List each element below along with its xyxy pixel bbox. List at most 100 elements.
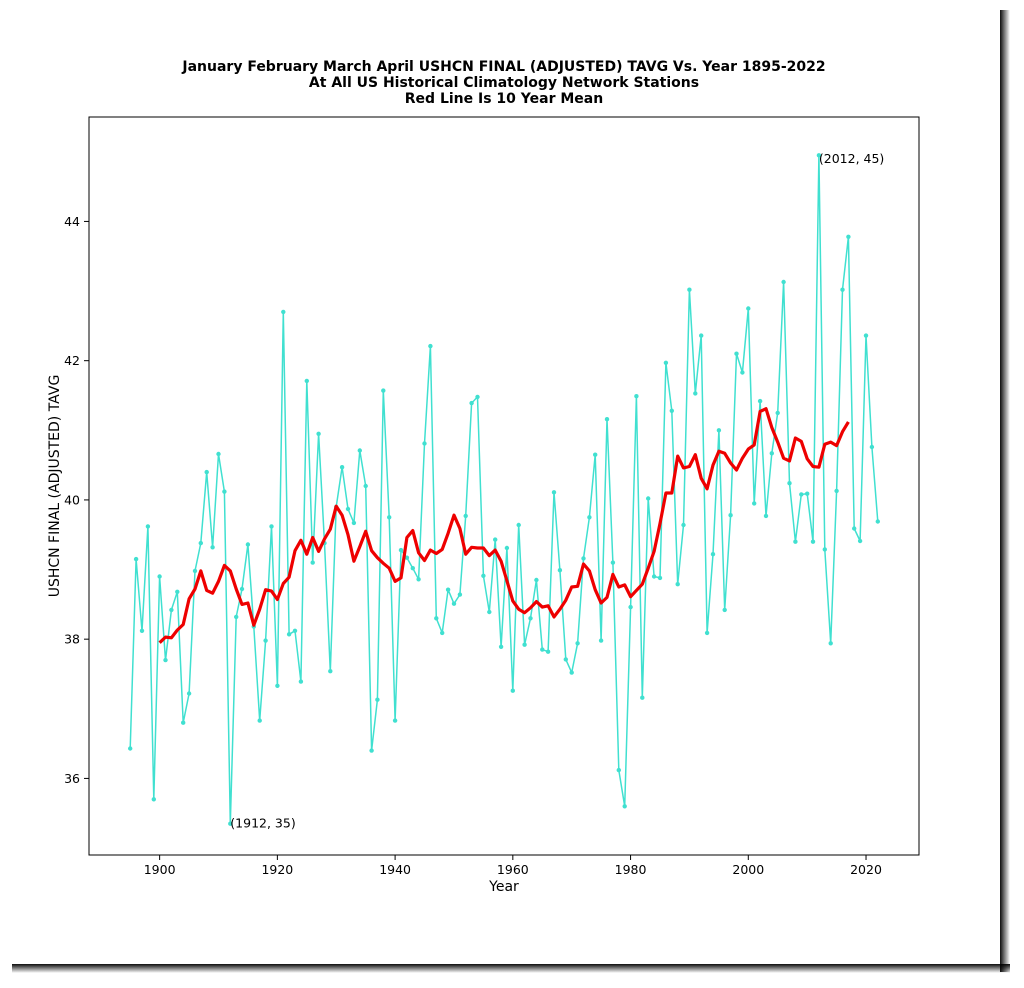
annual-point xyxy=(510,688,515,693)
annual-point xyxy=(369,748,374,753)
annual-point xyxy=(216,451,221,457)
annual-series-line xyxy=(129,154,879,825)
annual-point xyxy=(445,587,451,592)
annual-point xyxy=(451,601,457,606)
annual-point xyxy=(651,574,657,579)
annual-point xyxy=(828,641,833,646)
annual-point xyxy=(563,657,568,662)
annotation-label: (2012, 45) xyxy=(819,151,884,166)
annual-point xyxy=(752,501,757,506)
annual-point xyxy=(793,539,798,544)
annual-point xyxy=(675,582,680,587)
annual-point xyxy=(145,524,151,529)
annual-point xyxy=(799,492,804,497)
frame-shadow-right xyxy=(1000,10,1010,972)
annual-point xyxy=(657,575,663,581)
annual-point xyxy=(663,360,669,365)
annual-point xyxy=(363,483,368,489)
annual-series xyxy=(128,153,880,826)
annual-point xyxy=(210,545,215,550)
annotations: (1912, 35) (2012, 45) xyxy=(230,151,884,831)
annual-point xyxy=(810,539,816,544)
annual-point xyxy=(528,616,533,621)
annual-point xyxy=(128,746,133,751)
annual-point xyxy=(375,697,380,702)
annual-point xyxy=(404,555,410,560)
annual-point xyxy=(434,616,439,621)
annual-point xyxy=(534,577,539,583)
annual-point xyxy=(722,607,727,613)
annual-point xyxy=(781,279,786,285)
annual-point xyxy=(493,537,498,542)
annual-point xyxy=(398,547,404,553)
annual-point xyxy=(769,451,774,456)
annual-point xyxy=(622,804,627,809)
annual-point xyxy=(852,526,857,531)
annual-point xyxy=(181,720,186,725)
annual-point xyxy=(133,556,139,562)
y-axis-label: USHCN FINAL (ADJUSTED) TAVG xyxy=(47,375,63,598)
annual-point xyxy=(616,767,621,773)
title-line-3: Red Line Is 10 Year Mean xyxy=(405,91,603,107)
x-tick-label: 2020 xyxy=(850,862,882,877)
annual-point xyxy=(704,630,710,636)
x-tick-label: 2000 xyxy=(732,862,764,877)
annual-point xyxy=(869,444,875,450)
annual-point xyxy=(545,649,551,654)
annual-point xyxy=(740,370,745,375)
frame-shadow-bottom xyxy=(12,964,1010,973)
annual-point xyxy=(163,657,168,663)
annual-point xyxy=(339,465,345,470)
annual-point xyxy=(716,428,722,433)
annual-point xyxy=(186,691,192,696)
annual-point xyxy=(204,469,209,475)
annual-point xyxy=(175,589,180,594)
annual-point xyxy=(316,431,321,436)
annual-point xyxy=(834,488,839,494)
annual-point xyxy=(610,560,616,565)
annual-point xyxy=(310,560,315,565)
x-tick-label: 1940 xyxy=(379,862,411,877)
annual-point xyxy=(440,630,445,636)
annual-point xyxy=(628,604,633,610)
annual-point xyxy=(387,515,392,520)
annual-point xyxy=(710,552,716,557)
annual-point xyxy=(428,343,433,349)
x-axis-ticks: 1900 1920 1940 1960 1980 2000 2020 xyxy=(144,855,882,877)
annual-point xyxy=(634,394,639,399)
annual-point xyxy=(728,513,733,518)
annual-point xyxy=(840,287,845,292)
annual-point xyxy=(640,695,645,700)
annual-point xyxy=(139,628,145,633)
y-axis-ticks: 36 38 40 42 44 xyxy=(64,214,89,786)
annual-point xyxy=(487,609,492,615)
annual-point xyxy=(775,410,780,416)
annual-point xyxy=(504,545,510,551)
x-tick-label: 1960 xyxy=(497,862,529,877)
y-tick-label: 36 xyxy=(64,771,80,786)
annual-point xyxy=(593,452,598,457)
plot-area xyxy=(88,116,920,856)
annual-point xyxy=(875,519,880,524)
annual-point xyxy=(516,522,521,528)
annual-point xyxy=(763,513,769,519)
annual-point xyxy=(846,234,851,239)
annual-point xyxy=(498,644,504,649)
annual-point xyxy=(275,683,280,688)
annual-point xyxy=(239,586,245,592)
annual-point xyxy=(693,391,698,396)
title-line-1: January February March April USHCN FINAL… xyxy=(181,59,825,75)
annual-point xyxy=(646,496,651,501)
annual-point xyxy=(357,448,362,453)
annual-point xyxy=(687,287,692,292)
x-tick-label: 1920 xyxy=(261,862,293,877)
annual-point xyxy=(381,388,386,393)
annual-point xyxy=(805,491,810,496)
annual-point xyxy=(269,524,274,529)
annual-point xyxy=(422,441,427,446)
annual-point xyxy=(857,538,863,544)
annual-point xyxy=(151,797,156,802)
annual-point xyxy=(463,513,468,519)
annual-point xyxy=(286,632,292,637)
